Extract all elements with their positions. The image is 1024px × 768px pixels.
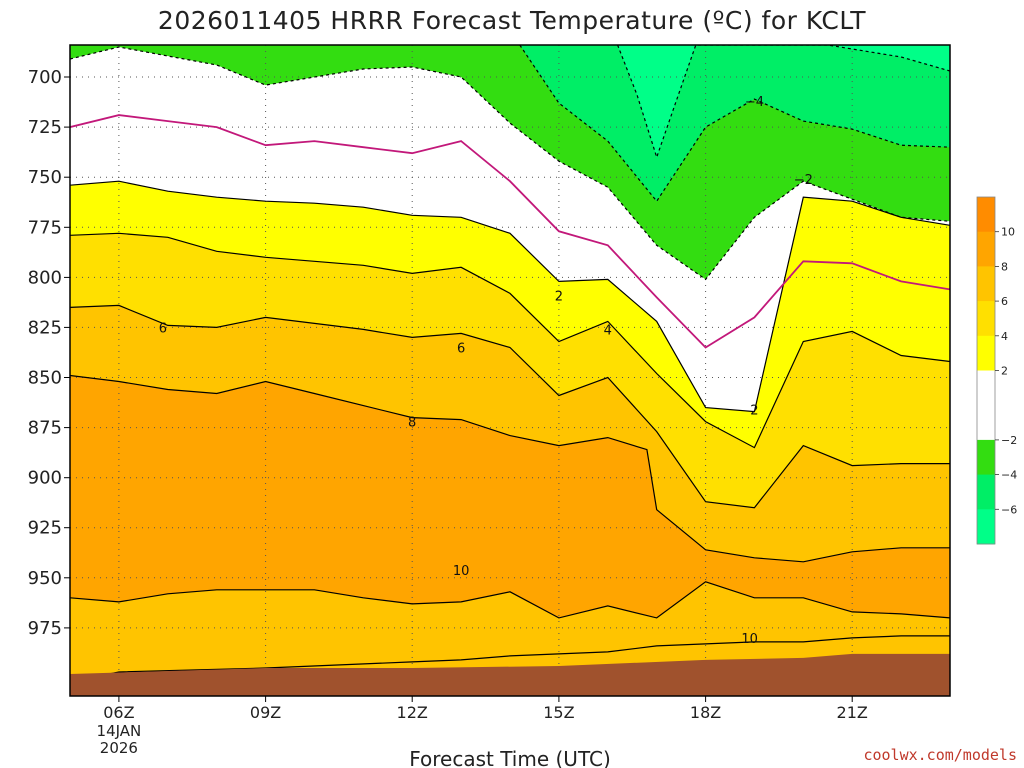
colorbar-swatch (977, 266, 995, 302)
chart-title: 2026011405 HRRR Forecast Temperature (ºC… (158, 6, 866, 35)
contour-label-2: 8 (408, 416, 416, 431)
contour-label-text: 4 (604, 323, 612, 338)
contour-label-text: 6 (159, 321, 167, 336)
y-tick-label-975: 975 (28, 618, 62, 639)
x-tick-label-1: 09Z (250, 703, 281, 722)
isotherm-6 (70, 304, 950, 509)
colorbar-swatch (977, 335, 995, 371)
contour-label-5: 4 (604, 323, 612, 338)
x-axis-label: Forecast Time (UTC) (409, 747, 611, 768)
y-tick-label-925: 925 (28, 518, 62, 539)
plot-frame (69, 44, 951, 697)
colorbar-label-0: 10 (1001, 226, 1015, 239)
y-tick-label-950: 950 (28, 568, 62, 589)
contour-label-text: −2 (794, 173, 813, 188)
colorbar-swatch (977, 301, 995, 337)
isotherm-4 (70, 232, 950, 449)
colorbar-swatch (977, 439, 995, 476)
colorbar-label-5: −2 (1001, 434, 1017, 447)
colorbar-label-2: 6 (1001, 295, 1008, 308)
colorbar-swatch (977, 231, 995, 267)
y-tick-label-750: 750 (28, 167, 62, 188)
isotherm-2 (70, 180, 950, 413)
plot-area: 6 6 8 10 2 4 2 −4 −2 10 (70, 45, 950, 696)
x-tick-label-2: 12Z (397, 703, 428, 722)
isotherm-10 (70, 635, 950, 683)
colorbar-swatch (977, 474, 995, 510)
contour-label-text: −4 (745, 95, 764, 110)
colorbar-label-6: −4 (1001, 469, 1017, 482)
contour-label-6: 2 (750, 404, 758, 419)
isotherm-8 (70, 374, 950, 563)
contour-label-text: 2 (750, 404, 758, 419)
contour-label-text: 2 (555, 289, 563, 304)
y-tick-label-800: 800 (28, 267, 62, 288)
colorbar: 10 8 6 4 2 −2 −4 −6 (976, 196, 1017, 545)
y-tick-label-900: 900 (28, 468, 62, 489)
credit-text: coolwx.com/models (863, 746, 1017, 764)
contour-label-9: 10 (741, 632, 758, 647)
x-tick-sublabel-0-1: 2026 (100, 739, 138, 757)
y-tick-label-875: 875 (28, 418, 62, 439)
colorbar-label-3: 4 (1001, 330, 1008, 343)
isotherm-8 (70, 581, 950, 619)
y-tick-label-825: 825 (28, 317, 62, 338)
colorbar-swatch (977, 405, 995, 441)
contour-label-text: 6 (457, 342, 465, 357)
x-tick-label-3: 15Z (543, 703, 574, 722)
contour-label-text: 10 (741, 632, 758, 647)
contour-label-text: 8 (408, 416, 416, 431)
temperature-band-above--4 (70, 45, 950, 202)
y-tick-label-775: 775 (28, 217, 62, 238)
isotherm--2 (70, 46, 950, 281)
colorbar-label-1: 8 (1001, 260, 1008, 273)
contour-label-0: 6 (159, 321, 167, 336)
isotherm--4 (519, 45, 950, 203)
contour-label-8: −2 (794, 173, 813, 188)
colorbar-swatch (977, 509, 995, 545)
y-tick-label-700: 700 (28, 67, 62, 88)
isotherm-0 (70, 114, 950, 349)
contour-label-1: 6 (457, 342, 465, 357)
y-tick-label-725: 725 (28, 117, 62, 138)
x-tick-label-5: 21Z (837, 703, 868, 722)
x-tick-label-0: 06Z (103, 703, 134, 722)
x-tick-sublabel-0-0: 14JAN (97, 722, 142, 740)
colorbar-swatch (977, 197, 995, 233)
ground-surface (70, 653, 950, 696)
colorbar-label-7: −6 (1001, 503, 1017, 516)
contour-label-4: 2 (555, 289, 563, 304)
contour-label-3: 10 (453, 564, 470, 579)
isotherm--6 (617, 45, 950, 160)
colorbar-label-4: 2 (1001, 365, 1008, 378)
x-tick-label-4: 18Z (690, 703, 721, 722)
contour-label-7: −4 (745, 95, 764, 110)
colorbar-swatch (977, 370, 995, 406)
y-tick-label-850: 850 (28, 368, 62, 389)
contour-label-text: 10 (453, 564, 470, 579)
